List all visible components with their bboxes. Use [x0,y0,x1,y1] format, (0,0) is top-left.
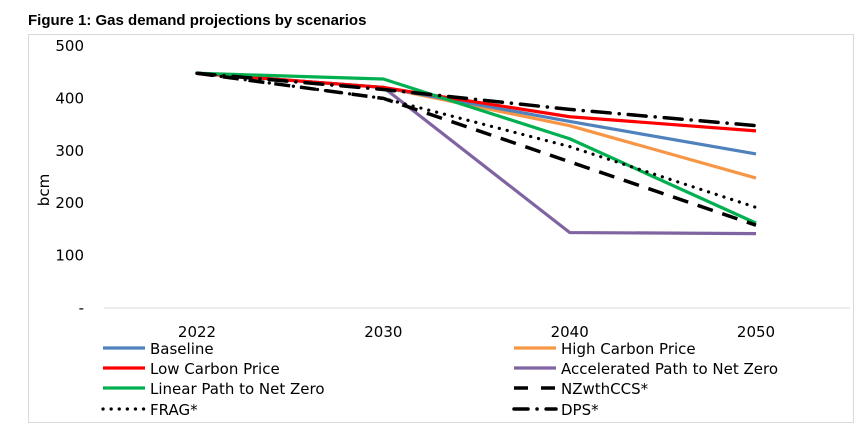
series-lines [195,71,758,236]
y-tick-label: 500 [55,37,84,55]
legend-label: Accelerated Path to Net Zero [561,360,778,378]
legend-label: NZwthCCS* [561,380,649,398]
legend-item: High Carbon Price [514,340,696,358]
series-line-dps [195,71,758,128]
series-line-nzwthccs [196,71,757,227]
y-tick-label: 400 [55,89,84,107]
series-line-linear-path-to-net-zero [196,71,757,225]
legend-label: High Carbon Price [561,340,696,358]
x-tick-label: 2022 [178,323,216,341]
legend-label: DPS* [561,401,599,419]
legend-item: Baseline [103,340,214,358]
y-tick-label: 300 [55,142,84,160]
legend-item: FRAG* [101,401,198,419]
series-line-low-carbon-price [196,71,757,133]
y-tick-label: 100 [55,247,84,265]
legend: Baseline High Carbon Price Low Carbon Pric… [101,340,778,419]
y-axis-label: bcm [35,174,53,206]
chart-title: Figure 1: Gas demand projections by scen… [28,12,367,29]
series-line-frag [195,71,758,209]
y-tick-label: - [79,299,84,317]
y-tick-label: 200 [55,194,84,212]
x-tick-label: 2030 [364,323,402,341]
y-axis: - 100 200 300 400 500 [55,37,84,317]
chart-frame [28,34,854,423]
legend-item: NZwthCCS* [514,380,649,398]
legend-label: Low Carbon Price [150,360,280,378]
legend-item: Low Carbon Price [103,360,280,378]
x-tick-label: 2040 [551,323,589,341]
legend-label: Linear Path to Net Zero [150,380,325,398]
x-axis: 2022 2030 2040 2050 [178,323,775,341]
legend-item: Accelerated Path to Net Zero [514,360,778,378]
legend-item: Linear Path to Net Zero [103,380,325,398]
legend-label: FRAG* [150,401,198,419]
legend-label: Baseline [150,340,214,358]
x-tick-label: 2050 [737,323,775,341]
legend-item: DPS* [512,401,599,419]
